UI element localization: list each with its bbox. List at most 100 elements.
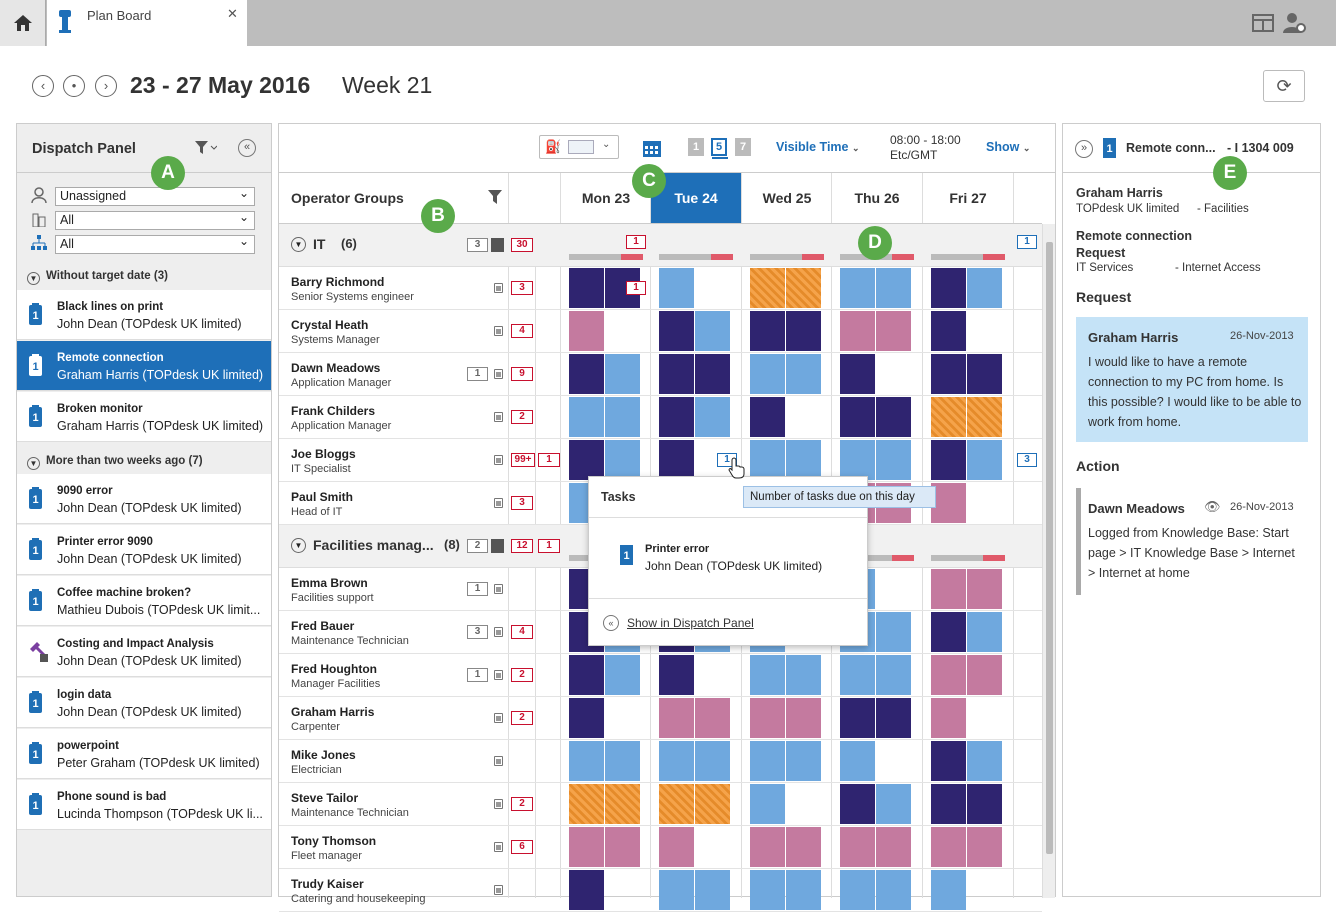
task-count[interactable]: 9 bbox=[511, 367, 533, 381]
schedule-block[interactable] bbox=[569, 870, 604, 910]
refresh-button[interactable]: ⟳ bbox=[1263, 70, 1305, 102]
schedule-block[interactable] bbox=[659, 741, 694, 781]
schedule-block[interactable] bbox=[695, 698, 730, 738]
schedule-block[interactable] bbox=[569, 784, 604, 824]
schedule-block[interactable] bbox=[840, 784, 875, 824]
schedule-block[interactable] bbox=[659, 397, 694, 437]
schedule-block[interactable] bbox=[695, 397, 730, 437]
next-week-button[interactable]: › bbox=[95, 75, 117, 97]
schedule-block[interactable] bbox=[876, 440, 911, 480]
schedule-block[interactable] bbox=[750, 440, 785, 480]
schedule-block[interactable] bbox=[605, 354, 640, 394]
calendar-mini-icon[interactable] bbox=[494, 799, 503, 809]
schedule-block[interactable] bbox=[876, 268, 911, 308]
schedule-block[interactable] bbox=[605, 397, 640, 437]
schedule-block[interactable] bbox=[605, 827, 640, 867]
schedule-block[interactable] bbox=[931, 268, 966, 308]
previous-week-button[interactable]: ‹ bbox=[32, 75, 54, 97]
schedule-block[interactable] bbox=[659, 268, 694, 308]
day-task-count[interactable]: 1 bbox=[1017, 235, 1037, 249]
list-item[interactable]: 1 Broken monitor Graham Harris (TOPdesk UK… bbox=[17, 392, 271, 442]
schedule-block[interactable] bbox=[931, 569, 966, 609]
task-count[interactable]: 2 bbox=[511, 668, 533, 682]
task-count[interactable]: 4 bbox=[511, 625, 533, 639]
today-button[interactable]: • bbox=[63, 75, 85, 97]
schedule-block[interactable] bbox=[840, 827, 875, 867]
schedule-block[interactable] bbox=[786, 870, 821, 910]
schedule-block[interactable] bbox=[786, 827, 821, 867]
schedule-block[interactable] bbox=[967, 440, 1002, 480]
schedule-block[interactable] bbox=[840, 655, 875, 695]
group-row[interactable] bbox=[279, 224, 1042, 267]
schedule-block[interactable] bbox=[786, 354, 821, 394]
list-item[interactable]: 1 Black lines on print John Dean (TOPdesk … bbox=[17, 290, 271, 340]
schedule-block[interactable] bbox=[786, 311, 821, 351]
schedule-block[interactable] bbox=[605, 655, 640, 695]
schedule-block[interactable] bbox=[876, 612, 911, 652]
schedule-block[interactable] bbox=[569, 440, 604, 480]
day-task-count[interactable]: 1 bbox=[626, 235, 646, 249]
calendar-mini-icon[interactable] bbox=[494, 584, 503, 594]
visible-time-dropdown[interactable]: Visible Time ⌄ bbox=[776, 140, 860, 154]
schedule-block[interactable] bbox=[840, 698, 875, 738]
schedule-block[interactable] bbox=[876, 870, 911, 910]
schedule-block[interactable] bbox=[695, 354, 730, 394]
schedule-block[interactable] bbox=[569, 655, 604, 695]
collapse-panel-button[interactable]: « bbox=[238, 139, 256, 157]
calendar-mini-icon[interactable] bbox=[494, 627, 503, 637]
task-count[interactable]: 3 bbox=[511, 496, 533, 510]
list-item[interactable]: 1 login data John Dean (TOPdesk UK limited… bbox=[17, 678, 271, 728]
schedule-block[interactable] bbox=[750, 354, 785, 394]
schedule-block[interactable] bbox=[659, 827, 694, 867]
schedule-block[interactable] bbox=[750, 870, 785, 910]
schedule-block[interactable] bbox=[569, 311, 604, 351]
schedule-block[interactable] bbox=[659, 870, 694, 910]
tab-plan-board[interactable]: Plan Board ✕ bbox=[47, 0, 247, 46]
schedule-block[interactable] bbox=[750, 397, 785, 437]
list-item[interactable]: 1 powerpoint Peter Graham (TOPdesk UK limi… bbox=[17, 729, 271, 779]
schedule-block[interactable] bbox=[569, 827, 604, 867]
schedule-block[interactable] bbox=[695, 870, 730, 910]
calendar-mini-icon[interactable] bbox=[494, 283, 503, 293]
schedule-block[interactable] bbox=[605, 784, 640, 824]
schedule-block[interactable] bbox=[750, 311, 785, 351]
home-button[interactable] bbox=[0, 0, 46, 46]
operator-name[interactable]: Tony Thomson bbox=[291, 834, 377, 848]
schedule-block[interactable] bbox=[931, 354, 966, 394]
branch-filter-select[interactable]: All bbox=[55, 209, 255, 230]
filter-icon[interactable] bbox=[488, 190, 502, 204]
group-more-than-two-weeks[interactable]: ▼ More than two weeks ago (7) bbox=[27, 455, 203, 470]
operator-name[interactable]: Fred Bauer bbox=[291, 619, 355, 633]
schedule-block[interactable] bbox=[876, 397, 911, 437]
schedule-block[interactable] bbox=[750, 698, 785, 738]
bar-chart-icon[interactable] bbox=[491, 539, 504, 553]
calendar-mini-icon[interactable] bbox=[494, 498, 503, 508]
one-day-view-button[interactable]: 1 bbox=[688, 138, 704, 156]
schedule-block[interactable] bbox=[786, 741, 821, 781]
schedule-block[interactable] bbox=[840, 354, 875, 394]
schedule-block[interactable] bbox=[750, 268, 785, 308]
schedule-block[interactable] bbox=[659, 784, 694, 824]
schedule-block[interactable] bbox=[750, 827, 785, 867]
schedule-block[interactable] bbox=[659, 311, 694, 351]
schedule-block[interactable] bbox=[786, 440, 821, 480]
schedule-block[interactable] bbox=[840, 268, 875, 308]
schedule-block[interactable] bbox=[967, 397, 1002, 437]
schedule-block[interactable] bbox=[659, 655, 694, 695]
calendar-mini-icon[interactable] bbox=[494, 842, 503, 852]
calendar-mini-icon[interactable] bbox=[494, 412, 503, 422]
show-dropdown[interactable]: Show ⌄ bbox=[986, 140, 1031, 154]
task-count[interactable]: 99+ bbox=[511, 453, 535, 467]
show-in-dispatch-panel-link[interactable]: Show in Dispatch Panel bbox=[627, 616, 754, 630]
bar-chart-icon[interactable] bbox=[491, 238, 504, 252]
operator-name[interactable]: Mike Jones bbox=[291, 748, 356, 762]
task-count[interactable]: 3 bbox=[511, 281, 533, 295]
category-filter-select[interactable]: All bbox=[55, 233, 255, 254]
schedule-block[interactable] bbox=[931, 397, 966, 437]
schedule-block[interactable] bbox=[967, 612, 1002, 652]
operator-name[interactable]: Crystal Heath bbox=[291, 318, 369, 332]
schedule-block[interactable] bbox=[786, 698, 821, 738]
day-task-count[interactable]: 3 bbox=[1017, 453, 1037, 467]
schedule-block[interactable] bbox=[967, 354, 1002, 394]
filter-icon[interactable] bbox=[195, 141, 217, 155]
